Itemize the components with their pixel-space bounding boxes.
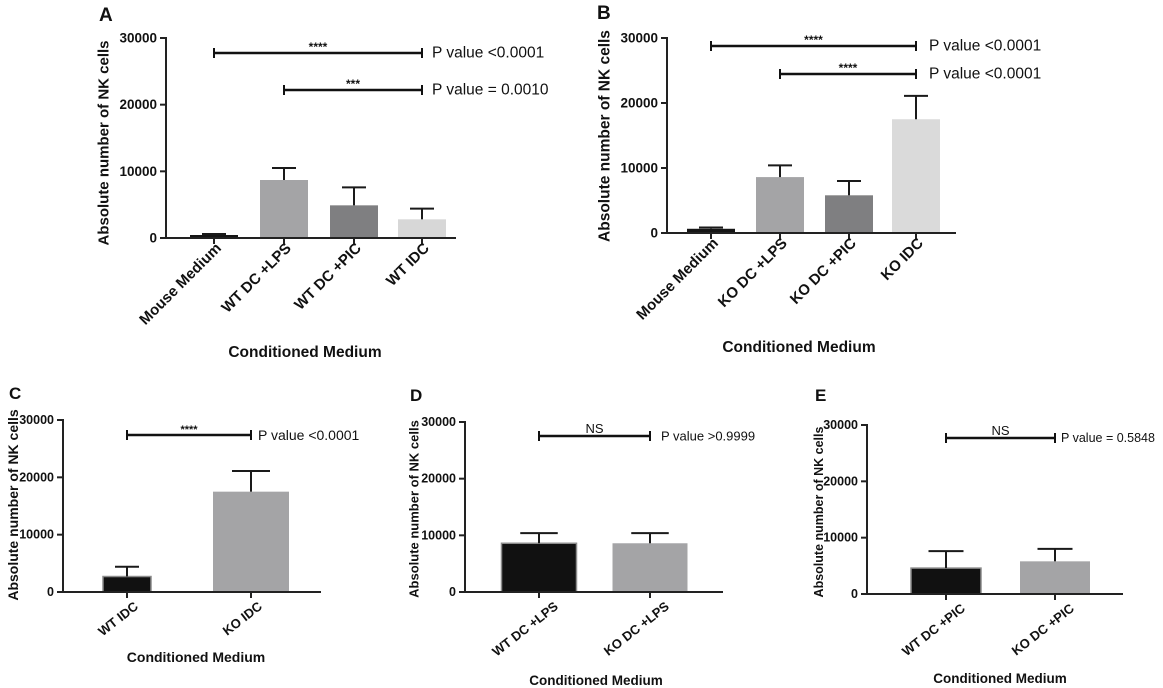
panel-letter: D bbox=[410, 386, 422, 405]
y-axis-title: Absolute number of NK cells bbox=[96, 40, 113, 245]
category-label-wt-dc-lps: WT DC +LPS bbox=[489, 598, 561, 659]
bar-ko-idc bbox=[892, 119, 940, 233]
bar-mouse-medium bbox=[190, 235, 238, 238]
y-tick-label: 0 bbox=[149, 231, 157, 246]
y-tick-label: 20000 bbox=[620, 96, 658, 111]
panel-letter: A bbox=[99, 5, 113, 26]
significance-label: *** bbox=[346, 77, 360, 91]
y-tick-label: 10000 bbox=[19, 528, 54, 542]
category-label-ko-idc: KO IDC bbox=[220, 598, 266, 638]
bar-wt-idc bbox=[102, 575, 152, 593]
bar-ko-idc bbox=[213, 491, 289, 592]
category-label-wt-dc-lps: WT DC +LPS bbox=[218, 240, 295, 317]
y-tick-label: 20000 bbox=[823, 474, 858, 488]
bar-wt-dc-lps bbox=[500, 542, 578, 593]
category-label-ko-dc-lps: KO DC +LPS bbox=[601, 598, 672, 658]
y-tick-label: 0 bbox=[851, 587, 858, 601]
p-value-label: P value <0.0001 bbox=[432, 45, 544, 62]
y-axis-title: Absolute number of NK cells bbox=[597, 30, 614, 242]
p-value-label: P value = 0.5848 bbox=[1061, 431, 1155, 445]
category-label-wt-idc: WT IDC bbox=[383, 240, 433, 290]
category-label-ko-dc-pic: KO DC +PIC bbox=[1009, 600, 1078, 658]
y-tick-label: 20000 bbox=[421, 472, 456, 486]
y-axis-title: Absolute number of NK cells bbox=[812, 427, 826, 598]
category-label-mouse-medium: Mouse Medium bbox=[136, 240, 225, 329]
bar-wt-dc-pic bbox=[910, 567, 982, 595]
y-axis-title: Absolute number of NK cells bbox=[5, 409, 21, 601]
p-value-label: P value <0.0001 bbox=[929, 38, 1041, 55]
p-value-label: P value <0.0001 bbox=[929, 66, 1041, 83]
p-value-label: P value >0.9999 bbox=[661, 429, 755, 444]
category-label-ko-idc: KO IDC bbox=[878, 235, 927, 284]
p-value-label: P value = 0.0010 bbox=[432, 82, 549, 99]
panel-d: D WT DC +LPS KO DC +LPS 0 10000 20000 30000Abs… bbox=[407, 386, 756, 688]
category-label-mouse-medium: Mouse Medium bbox=[633, 235, 722, 324]
bar-wt-dc-lps bbox=[260, 180, 308, 238]
significance-label: NS bbox=[585, 421, 603, 436]
x-axis-title: Conditioned Medium bbox=[933, 671, 1066, 686]
y-tick-label: 30000 bbox=[19, 413, 54, 427]
significance-label: **** bbox=[839, 61, 858, 75]
category-label-ko-dc-pic: KO DC +PIC bbox=[787, 235, 860, 308]
x-axis-title: Conditioned Medium bbox=[228, 344, 381, 361]
y-tick-label: 30000 bbox=[421, 415, 456, 429]
bar-ko-dc-lps bbox=[612, 543, 688, 592]
y-tick-label: 20000 bbox=[119, 97, 157, 112]
y-tick-label: 30000 bbox=[119, 31, 157, 46]
y-axis-title: Absolute number of NK cells bbox=[407, 420, 422, 598]
bar-ko-dc-lps bbox=[756, 177, 804, 233]
y-tick-label: 10000 bbox=[119, 164, 157, 179]
panel-letter: E bbox=[815, 386, 826, 405]
x-axis-title: Conditioned Medium bbox=[722, 339, 875, 356]
bar-ko-dc-pic bbox=[1020, 561, 1090, 594]
panel-letter: C bbox=[9, 384, 21, 403]
category-label-wt-dc-pic: WT DC +PIC bbox=[291, 240, 365, 314]
bar-wt-idc bbox=[398, 219, 446, 238]
significance-label: **** bbox=[804, 33, 823, 47]
panel-letter: B bbox=[597, 3, 611, 24]
significance-label: **** bbox=[180, 424, 198, 436]
y-tick-label: 0 bbox=[47, 585, 54, 599]
bar-wt-dc-pic bbox=[330, 205, 378, 238]
panel-e: E WT DC +PIC KO DC +PIC 0 10000 20000 30000Abs… bbox=[812, 386, 1155, 686]
category-label-ko-dc-lps: KO DC +LPS bbox=[715, 235, 791, 311]
y-tick-label: 10000 bbox=[421, 528, 456, 542]
p-value-label: P value <0.0001 bbox=[258, 427, 360, 443]
y-tick-label: 30000 bbox=[620, 31, 658, 46]
category-label-wt-idc: WT IDC bbox=[95, 598, 141, 639]
x-axis-title: Conditioned Medium bbox=[529, 673, 662, 688]
significance-label: **** bbox=[309, 40, 328, 54]
y-tick-label: 30000 bbox=[823, 418, 858, 432]
y-tick-label: 10000 bbox=[823, 531, 858, 545]
y-tick-label: 0 bbox=[650, 226, 658, 241]
y-tick-label: 0 bbox=[449, 585, 456, 599]
bar-mouse-medium bbox=[687, 228, 735, 233]
y-tick-label: 10000 bbox=[620, 161, 658, 176]
y-tick-label: 20000 bbox=[19, 470, 54, 484]
x-axis-title: Conditioned Medium bbox=[127, 649, 265, 665]
bar-ko-dc-pic bbox=[825, 195, 873, 233]
category-label-wt-dc-pic: WT DC +PIC bbox=[899, 600, 968, 659]
significance-label: NS bbox=[991, 423, 1009, 438]
